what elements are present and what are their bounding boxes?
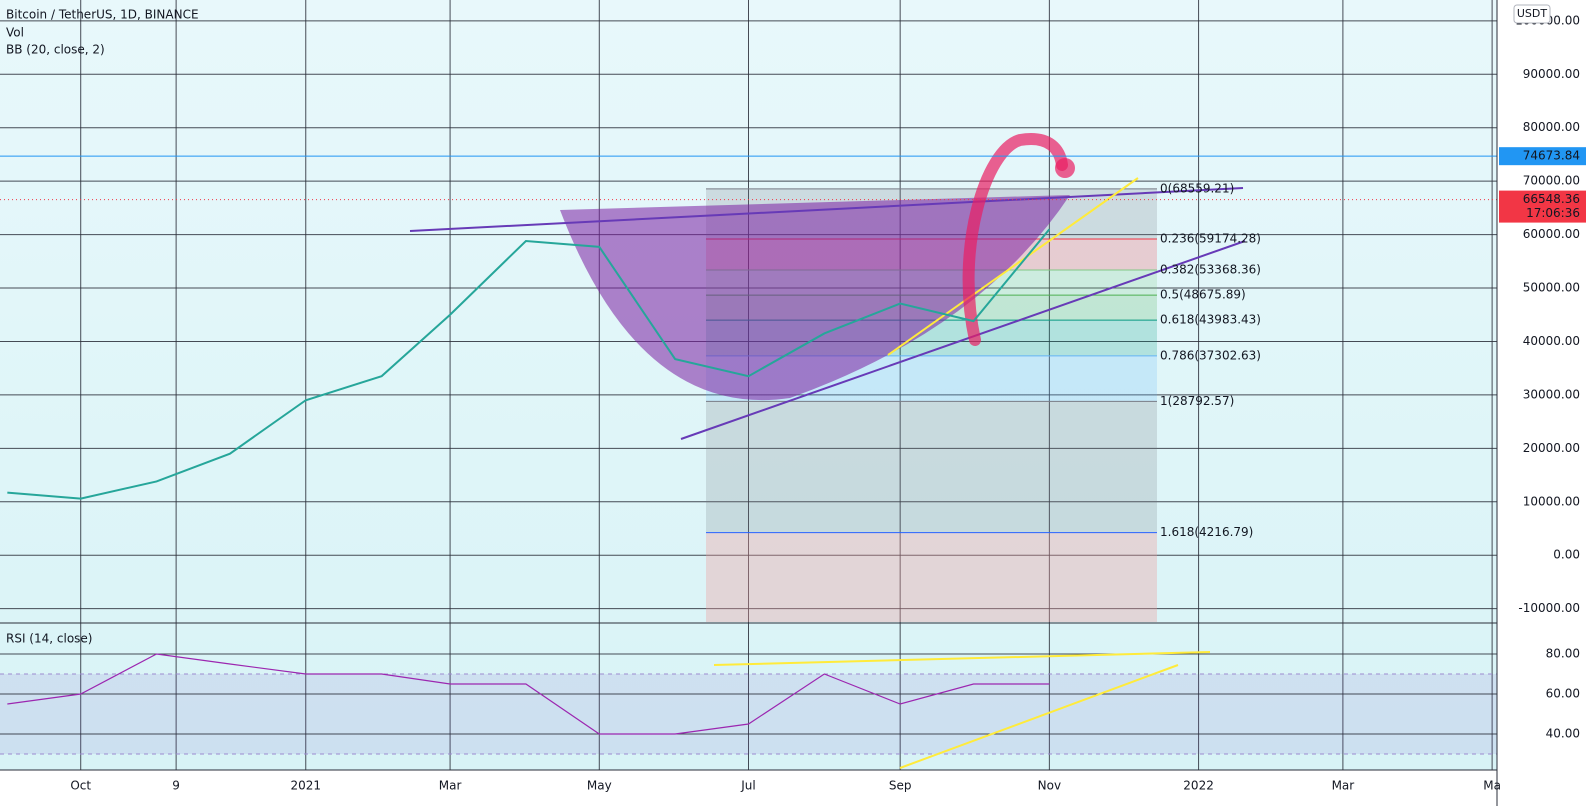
y-tick-label: 90000.00: [1523, 67, 1580, 81]
fib-label: 0.5(48675.89): [1160, 288, 1246, 302]
y-tick-label: 60000.00: [1523, 227, 1580, 241]
y-tick-label: 80000.00: [1523, 120, 1580, 134]
fib-zone: [706, 401, 1157, 533]
x-tick-label: Nov: [1038, 779, 1061, 793]
price-axis: [1497, 0, 1586, 806]
trend-line: [680, 240, 1246, 440]
x-tick-label: 2022: [1183, 779, 1214, 793]
fib-label: 0.236(59174.28): [1160, 231, 1261, 245]
y-tick-label: -10000.00: [1518, 601, 1580, 615]
y-tick-label: 30000.00: [1523, 387, 1580, 401]
last-price-label: 66548.36: [1523, 192, 1580, 206]
alert-price-label: 74673.84: [1523, 149, 1580, 163]
fib-zone: [706, 532, 1157, 622]
trend-line: [713, 651, 1211, 666]
rsi-title: RSI (14, close): [6, 632, 92, 646]
fib-label: 0.618(43983.43): [1160, 313, 1261, 327]
x-tick-label: Mar: [439, 779, 462, 793]
rsi-line: [7, 653, 1050, 735]
cup-drawing: [560, 195, 1070, 401]
time-axis: [0, 770, 1497, 806]
y-tick-label: 40000.00: [1523, 334, 1580, 348]
pen-drawing: [1055, 158, 1075, 178]
last-price-box: [1499, 190, 1586, 223]
price-line: [7, 228, 1051, 500]
x-tick-label: May: [587, 779, 612, 793]
trend-line: [409, 187, 1244, 232]
y-tick-label: 10000.00: [1523, 494, 1580, 508]
currency-button[interactable]: [1513, 4, 1551, 24]
pen-drawing: [962, 133, 1068, 346]
rsi-band: [0, 674, 1497, 754]
x-tick-label: Jul: [740, 779, 755, 793]
fib-label: 0(68559.21): [1160, 181, 1234, 195]
fib-label: 1.618(4216.79): [1160, 525, 1253, 539]
chart-title: Bitcoin / TetherUS, 1D, BINANCE: [6, 8, 199, 22]
x-tick-label: 9: [172, 779, 180, 793]
alert-price-box: [1499, 147, 1586, 166]
x-tick-label: Ma: [1483, 779, 1501, 793]
y-tick-label: 0.00: [1553, 548, 1580, 562]
fib-label: 1(28792.57): [1160, 394, 1234, 408]
indicator-label: Vol: [6, 26, 24, 40]
countdown-label: 17:06:36: [1526, 206, 1580, 220]
trend-line: [887, 177, 1139, 356]
indicator-label: BB (20, close, 2): [6, 43, 105, 57]
y-tick-label: 60.00: [1546, 687, 1580, 701]
currency-label[interactable]: USDT: [1517, 7, 1548, 20]
y-tick-label: 40.00: [1546, 727, 1580, 741]
fib-label: 0.382(53368.36): [1160, 263, 1261, 277]
x-tick-label: Sep: [889, 779, 912, 793]
x-tick-label: Mar: [1332, 779, 1355, 793]
x-tick-label: 2021: [290, 779, 321, 793]
x-tick-label: Oct: [70, 779, 91, 793]
y-tick-label: 70000.00: [1523, 174, 1580, 188]
fib-label: 0.786(37302.63): [1160, 348, 1261, 362]
y-tick-label: 50000.00: [1523, 281, 1580, 295]
y-tick-label: 80.00: [1546, 647, 1580, 661]
trend-line: [899, 664, 1179, 769]
y-tick-label: 20000.00: [1523, 441, 1580, 455]
